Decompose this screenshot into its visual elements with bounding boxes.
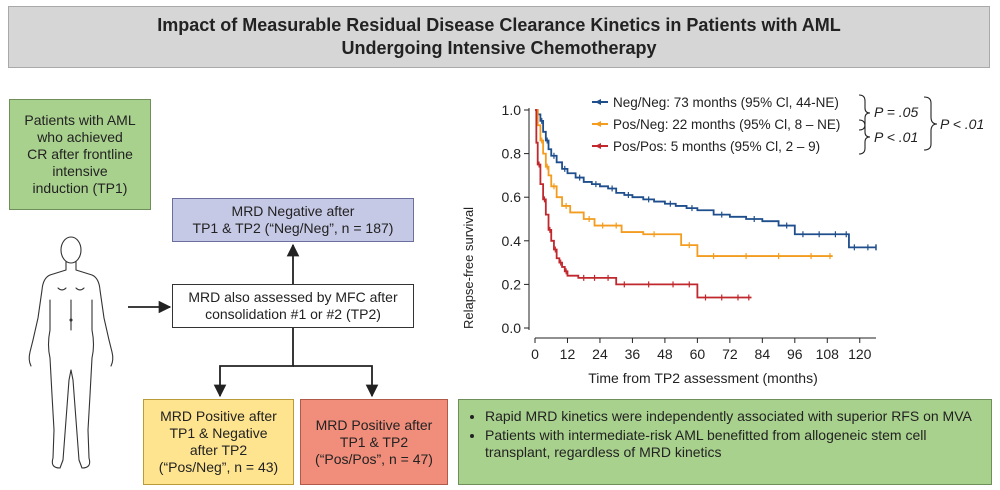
x-tick-label: 36 [625,346,641,362]
x-tick-label: 120 [848,346,872,362]
pos-neg-line: after TP2 [189,442,248,458]
pos-pos-box: MRD Positive after TP1 & TP2 (“Pos/Pos”,… [300,399,448,485]
pos-pos-line: MRD Positive after [315,416,433,433]
patients-line: induction (TP1) [32,180,128,196]
flow-arrows [28,236,379,469]
pos-pos-line: TP1 & TP2 [339,433,409,450]
x-tick-label: 108 [816,346,840,362]
series-line-pos-neg [535,109,833,257]
x-axis-label: Time from TP2 assessment (months) [588,370,818,386]
y-tick-label: 0.0 [502,320,522,336]
km-chart: 0.0 0.2 0.4 0.6 0.8 1.0 0 12 24 36 48 60 72 84 96 108 12… [461,94,984,386]
p-value-neg-pos: P = .05 [874,104,918,120]
summary-bullet: Patients with intermediate-risk AML bene… [485,427,981,461]
mrd-assessed-line: MRD also assessed by MFC after [188,289,398,305]
pos-pos-line: (“Pos/Pos”, n = 47) [315,450,433,467]
x-tick-label: 96 [787,346,803,362]
patients-line: Patients with AML [24,112,136,128]
patients-line: CR after frontline [27,146,133,162]
y-tick-label: 0.2 [502,276,522,292]
summary-box: Rapid MRD kinetics were independently as… [458,399,992,485]
summary-bullet: Rapid MRD kinetics were independently as… [485,408,981,425]
legend-neg-neg: Neg/Neg: 73 months (95% Cl, 44-NE) [613,95,839,110]
y-tick-label: 0.8 [502,146,522,162]
p-value-pos-pos: P < .01 [874,129,918,145]
title-line-1: Impact of Measurable Residual Disease Cl… [157,15,841,35]
x-tick-label: 48 [657,346,673,362]
patients-box: Patients with AML who achieved CR after … [9,99,151,210]
mrd-assessed-line: consolidation #1 or #2 (TP2) [205,306,381,322]
arrow-to-pos-pos [293,365,379,398]
pos-neg-line: (“Pos/Neg”, n = 43) [158,459,279,475]
title-line-2: Undergoing Intensive Chemotherapy [341,38,657,58]
x-tick-label: 84 [755,346,771,362]
arrow-to-pos-neg [213,328,294,398]
bracket-pos-pos [858,119,871,155]
p-value-brackets [858,94,938,155]
legend: Neg/Neg: 73 months (95% Cl, 44-NE) Pos/N… [592,95,840,154]
x-tick-label: 60 [690,346,706,362]
neg-neg-line: MRD Negative after [231,203,355,219]
x-tick-label: 72 [722,346,738,362]
patients-line: who achieved [37,129,123,145]
y-tick-label: 0.4 [502,233,522,249]
chart-axes: 0.0 0.2 0.4 0.6 0.8 1.0 0 12 24 36 48 60 72 84 96 108 12… [502,102,876,362]
title-banner: Impact of Measurable Residual Disease Cl… [8,6,990,68]
legend-marker-pos-neg [595,121,601,127]
legend-pos-pos: Pos/Pos: 5 months (95% Cl, 2 – 9) [613,139,820,154]
p-value-overall: P < .01 [940,116,984,132]
y-tick-label: 1.0 [502,102,522,118]
pos-neg-line: TP1 & Negative [169,425,268,441]
pos-neg-box: MRD Positive after TP1 & Negative after … [143,399,294,485]
x-tick-label: 12 [560,346,576,362]
legend-pos-neg: Pos/Neg: 22 months (95% Cl, 8 – NE) [613,117,840,132]
legend-marker-neg-neg [595,99,601,105]
x-tick-label: 0 [531,346,539,362]
chart-series [535,109,877,301]
mrd-assessed-box: MRD also assessed by MFC after consolida… [172,284,414,328]
human-figure-icon [28,236,114,469]
patients-line: intensive [52,163,108,179]
pos-neg-line: MRD Positive after [160,408,277,424]
bracket-overall [923,96,938,151]
y-tick-label: 0.6 [502,189,522,205]
neg-neg-box: MRD Negative after TP1 & TP2 (“Neg/Neg”,… [172,198,414,242]
neg-neg-line: TP1 & TP2 (“Neg/Neg”, n = 187) [192,220,394,236]
x-tick-label: 24 [592,346,608,362]
y-axis-label: Relapse-free survival [461,207,476,329]
legend-marker-pos-pos [595,143,601,149]
